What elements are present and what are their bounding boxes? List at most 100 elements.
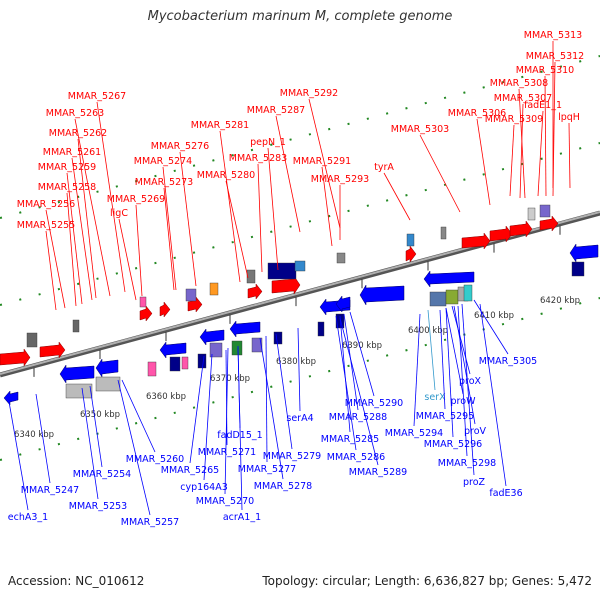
forward-gene-label: MMAR_5269 <box>107 194 165 205</box>
forward-gene-label: lpqH <box>558 112 580 123</box>
scale-tick-label: 6410 kbp <box>474 311 514 321</box>
reverse-connector <box>473 299 509 355</box>
reverse-gene-8 <box>569 243 599 263</box>
forward-gene-label: MMAR_5283 <box>229 153 287 164</box>
reverse-connector <box>7 395 29 511</box>
reverse-gene-label: echA3_1 <box>8 512 48 523</box>
reverse-connector <box>121 379 156 453</box>
reverse-gene-label: cyp164A3 <box>180 482 228 493</box>
reverse-gene-label: proV <box>464 426 487 437</box>
reverse-gene-2 <box>229 320 261 338</box>
reverse-gene-label: serX <box>424 392 446 403</box>
forward-gene-label: MMAR_5306 <box>448 108 506 119</box>
forward-connector <box>163 187 175 291</box>
forward-gene-label: MMAR_5303 <box>391 124 449 135</box>
forward-connector <box>308 98 341 229</box>
reverse-connector <box>225 349 228 446</box>
reverse-connector <box>453 305 476 425</box>
reverse-connector <box>224 347 229 495</box>
reverse-gene-label: MMAR_5295 <box>416 411 474 422</box>
scale-tick-label: 6400 kbp <box>408 326 448 336</box>
reverse-connector <box>265 335 268 463</box>
forward-gene-label: MMAR_5259 <box>38 162 96 173</box>
forward-gene-label: MMAR_5256 <box>17 199 75 210</box>
forward-gene-box-2 <box>336 252 346 264</box>
scale-tick-label: 6340 kbp <box>14 430 54 440</box>
reverse-gene-label: proZ <box>463 477 486 488</box>
forward-gene-label: MMAR_5267 <box>68 91 126 102</box>
reverse-gene-label: MMAR_5270 <box>196 496 254 507</box>
reverse-gene-label: MMAR_5289 <box>349 467 407 478</box>
forward-connector <box>537 110 544 197</box>
forward-connector <box>66 172 83 305</box>
reverse-gene-box-4 <box>571 261 585 277</box>
forward-gene-box-11 <box>72 319 80 333</box>
forward-connector <box>509 124 515 197</box>
forward-gene-label: MMAR_5255 <box>17 220 75 231</box>
genome-title: Mycobacterium marinum M, complete genome <box>147 9 453 24</box>
reverse-gene-label: MMAR_5278 <box>254 481 312 492</box>
forward-gene-label: tyrA <box>374 162 394 173</box>
reverse-connector <box>117 379 151 516</box>
reverse-gene-label: MMAR_5247 <box>21 485 79 496</box>
reverse-connector <box>413 313 421 427</box>
forward-gene-5 <box>539 215 559 232</box>
reverse-gene-label: serA4 <box>286 413 313 424</box>
forward-gene-box-8 <box>209 282 219 296</box>
reverse-gene-label: MMAR_5260 <box>126 454 184 465</box>
forward-gene-label: ligC <box>110 208 128 219</box>
forward-gene-4 <box>509 220 533 238</box>
forward-connector <box>71 157 93 301</box>
reverse-gene-9 <box>3 390 19 406</box>
forward-gene-box-7 <box>246 269 256 284</box>
forward-connector <box>96 101 126 293</box>
forward-connector <box>568 122 571 189</box>
forward-gene-box-0 <box>267 262 297 280</box>
forward-connector <box>257 163 263 273</box>
forward-connector <box>321 166 333 247</box>
reverse-gene-4 <box>159 341 187 359</box>
reverse-gene-7 <box>423 270 475 288</box>
reverse-gene-box-3 <box>463 284 473 302</box>
reverse-gene-3 <box>199 328 225 346</box>
forward-gene-label: MMAR_5276 <box>151 141 209 152</box>
forward-gene-7 <box>247 283 263 300</box>
reverse-gene-box-8 <box>197 353 207 369</box>
forward-connector <box>383 172 411 221</box>
reverse-gene-label: MMAR_5285 <box>321 434 379 445</box>
reverse-connector <box>275 333 293 450</box>
forward-connector <box>544 75 547 197</box>
reverse-connector <box>81 387 99 500</box>
reverse-connector <box>349 311 375 397</box>
reverse-gene-box-12 <box>65 383 93 399</box>
reverse-connector <box>439 309 446 410</box>
reverse-connector <box>297 327 301 412</box>
forward-gene-label: MMAR_5313 <box>524 30 582 41</box>
scale-tick-label: 6370 kbp <box>210 374 250 384</box>
forward-gene-label: MMAR_5263 <box>46 108 104 119</box>
scale-tick-label: 6360 kbp <box>146 392 186 402</box>
reverse-connector <box>445 307 464 395</box>
forward-connector <box>162 166 177 291</box>
accession-label: Accession: NC_010612 <box>8 574 145 588</box>
reverse-gene-box-0 <box>429 291 447 307</box>
reverse-gene-box-13 <box>95 376 121 392</box>
forward-gene-label: MMAR_5292 <box>280 88 338 99</box>
reverse-gene-box-7 <box>251 337 263 353</box>
reverse-gene-box-11 <box>169 356 181 372</box>
reverse-connector <box>479 303 507 487</box>
forward-gene-label: MMAR_5274 <box>134 156 192 167</box>
reverse-connector <box>339 317 379 466</box>
forward-gene-label: fadE1_1 <box>524 100 562 111</box>
reverse-gene-label: MMAR_5298 <box>438 458 496 469</box>
reverse-gene-box-5 <box>209 342 223 358</box>
reverse-gene-label: acrA1_1 <box>223 512 261 523</box>
forward-gene-label: MMAR_5312 <box>526 51 584 62</box>
reverse-gene-box-15 <box>317 321 325 337</box>
reverse-connector <box>189 355 205 464</box>
forward-connector <box>419 134 461 213</box>
reverse-gene-0 <box>359 284 405 306</box>
forward-gene-8 <box>139 305 153 322</box>
topology-label: Topology: circular; Length: 6,636,827 bp… <box>262 574 592 588</box>
